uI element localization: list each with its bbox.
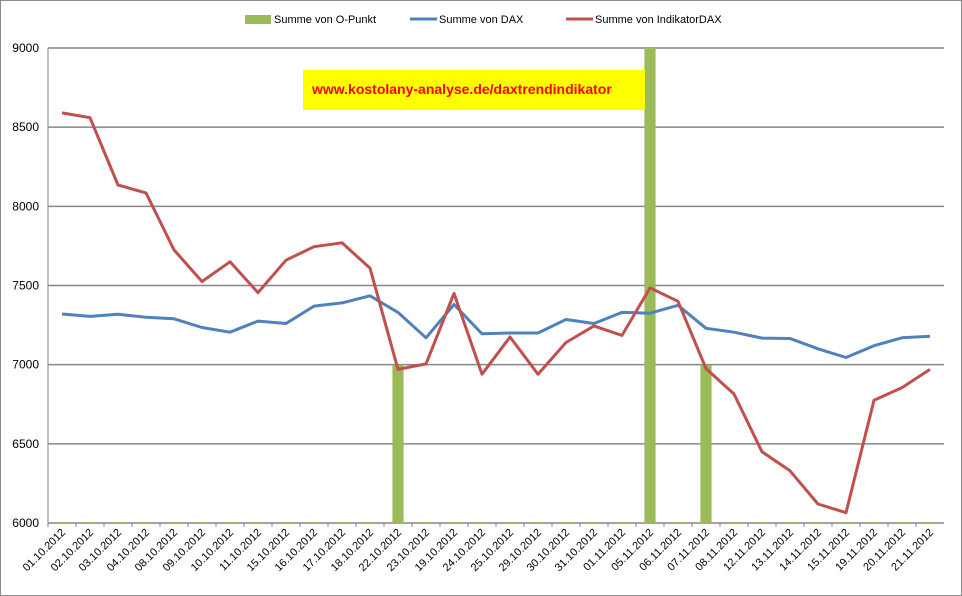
y-tick-label: 6000 [12, 516, 39, 530]
legend-label: Summe von O-Punkt [274, 14, 376, 26]
legend-label: Summe von IndikatorDAX [595, 14, 722, 26]
y-tick-label: 7500 [12, 279, 39, 293]
bar [224, 522, 236, 523]
bar [336, 522, 348, 523]
series-line [61, 111, 931, 515]
bar [812, 522, 824, 523]
y-tick-label: 9000 [12, 41, 39, 55]
bar [448, 522, 460, 523]
bar [392, 364, 404, 523]
bar [140, 522, 152, 523]
y-tick-label: 8000 [12, 199, 39, 213]
bar [420, 522, 432, 523]
bar [700, 364, 712, 523]
legend: Summe von O-Punkt Summe von DAX Summe von … [245, 14, 722, 26]
bar [252, 522, 264, 523]
annotation-text: www.kostolany-analyse.de/daxtrendindikat… [311, 81, 612, 97]
line-series [61, 111, 931, 515]
bar [112, 522, 124, 523]
annotation-banner: www.kostolany-analyse.de/daxtrendindikat… [303, 70, 645, 110]
legend-swatch [245, 15, 271, 24]
y-axis-ticks: 6000 6500 7000 7500 8000 8500 9000 [12, 41, 39, 530]
annotation-background [303, 70, 645, 110]
bar [588, 522, 600, 523]
bar [560, 522, 572, 523]
bar-series-o-punkt [56, 48, 936, 523]
bar [308, 522, 320, 523]
bar [280, 522, 292, 523]
bar [672, 522, 684, 523]
bar [784, 522, 796, 523]
bar [616, 522, 628, 523]
bar [364, 522, 376, 523]
bar [644, 48, 656, 523]
bar [196, 522, 208, 523]
bar [924, 522, 936, 523]
bar [532, 522, 544, 523]
bar [728, 522, 740, 523]
y-tick-label: 6500 [12, 437, 39, 451]
series-line [61, 294, 931, 359]
bar [868, 522, 880, 523]
bar [756, 522, 768, 523]
bar [168, 522, 180, 523]
bar [56, 522, 68, 523]
bar [840, 522, 852, 523]
bar [896, 522, 908, 523]
bar [504, 522, 516, 523]
legend-label: Summe von DAX [439, 14, 524, 26]
x-axis-ticks: 01.10.201202.10.201203.10.201204.10.2012… [21, 523, 936, 574]
y-tick-label: 8500 [12, 120, 39, 134]
y-tick-label: 7000 [12, 358, 39, 372]
bar [84, 522, 96, 523]
bar [476, 522, 488, 523]
grid-lines [47, 47, 944, 524]
